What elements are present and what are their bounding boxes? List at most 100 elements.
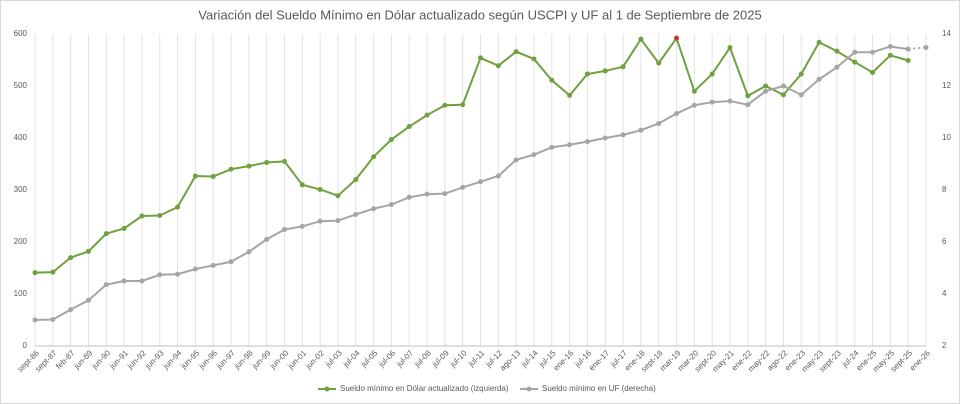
point: [816, 76, 822, 82]
point: [709, 99, 715, 105]
point: [85, 248, 91, 254]
point: [549, 144, 555, 150]
point: [85, 297, 91, 303]
point: [371, 154, 377, 160]
point: [246, 249, 252, 255]
point: [335, 218, 341, 224]
point: [513, 49, 519, 55]
point: [299, 182, 305, 188]
point: [121, 225, 127, 231]
point: [50, 269, 56, 275]
point: [460, 102, 466, 108]
point: [549, 77, 555, 83]
point: [674, 35, 680, 41]
y-tick-label: 300: [14, 185, 28, 194]
point: [656, 120, 662, 126]
point: [139, 278, 145, 284]
point: [388, 202, 394, 208]
point: [602, 68, 608, 74]
point: [317, 186, 323, 192]
point: [798, 92, 804, 98]
point: [192, 266, 198, 272]
point: [139, 213, 145, 219]
point: [210, 262, 216, 268]
point: [424, 191, 430, 197]
point: [264, 236, 270, 242]
y2-tick-label: 6: [942, 237, 947, 246]
point: [620, 64, 626, 70]
point: [353, 177, 359, 183]
series-line: [34, 45, 909, 321]
point: [103, 282, 109, 288]
point: [745, 102, 751, 108]
point: [32, 270, 38, 276]
point: [68, 307, 74, 313]
point: [121, 278, 127, 284]
point: [531, 56, 537, 62]
point: [691, 102, 697, 108]
point: [317, 218, 323, 224]
point: [656, 60, 662, 66]
point: [620, 132, 626, 138]
point: [727, 45, 733, 51]
legend-marker: [324, 386, 330, 392]
point: [887, 43, 893, 49]
point: [834, 48, 840, 54]
point: [495, 173, 501, 179]
y2-tick-label: 2: [942, 341, 947, 350]
y2-tick-label: 12: [942, 81, 951, 90]
point: [638, 127, 644, 133]
point: [175, 204, 181, 210]
point: [834, 64, 840, 70]
point: [495, 63, 501, 69]
point: [852, 49, 858, 55]
point: [567, 92, 573, 98]
y2-tick-label: 4: [942, 289, 947, 298]
point: [406, 194, 412, 200]
legend-marker: [526, 386, 532, 392]
point: [905, 58, 911, 64]
legend-label: Sueldo mínimo en UF (derecha): [542, 384, 656, 393]
point: [923, 45, 929, 51]
point: [887, 52, 893, 58]
point: [192, 173, 198, 179]
point: [50, 316, 56, 322]
y-tick-label: 100: [14, 289, 28, 298]
point: [763, 83, 769, 89]
point: [691, 88, 697, 94]
point: [513, 157, 519, 163]
point: [103, 231, 109, 237]
y-tick-label: 600: [14, 29, 28, 38]
point: [602, 135, 608, 141]
y2-tick-label: 10: [942, 133, 951, 142]
point: [371, 206, 377, 212]
point: [157, 212, 163, 218]
point: [478, 179, 483, 185]
point: [816, 39, 822, 45]
y-tick-label: 0: [23, 341, 28, 350]
point: [228, 259, 234, 265]
point: [567, 142, 573, 148]
point: [388, 137, 394, 143]
point: [763, 88, 769, 94]
point: [905, 46, 911, 52]
point: [299, 223, 305, 229]
point: [478, 55, 483, 61]
point: [210, 173, 216, 179]
point: [32, 317, 38, 323]
y-tick-label: 500: [14, 81, 28, 90]
point: [228, 166, 234, 172]
point: [870, 69, 876, 75]
point: [281, 227, 287, 233]
y-tick-label: 400: [14, 133, 28, 142]
point: [531, 152, 537, 158]
point: [870, 49, 876, 55]
point: [674, 111, 680, 117]
y-tick-label: 200: [14, 237, 28, 246]
point: [780, 92, 786, 98]
chart-title: Variación del Sueldo Mínimo en Dólar act…: [198, 7, 761, 22]
point: [264, 159, 270, 165]
y2-tick-label: 8: [942, 185, 947, 194]
point: [424, 112, 430, 118]
point: [353, 211, 359, 217]
